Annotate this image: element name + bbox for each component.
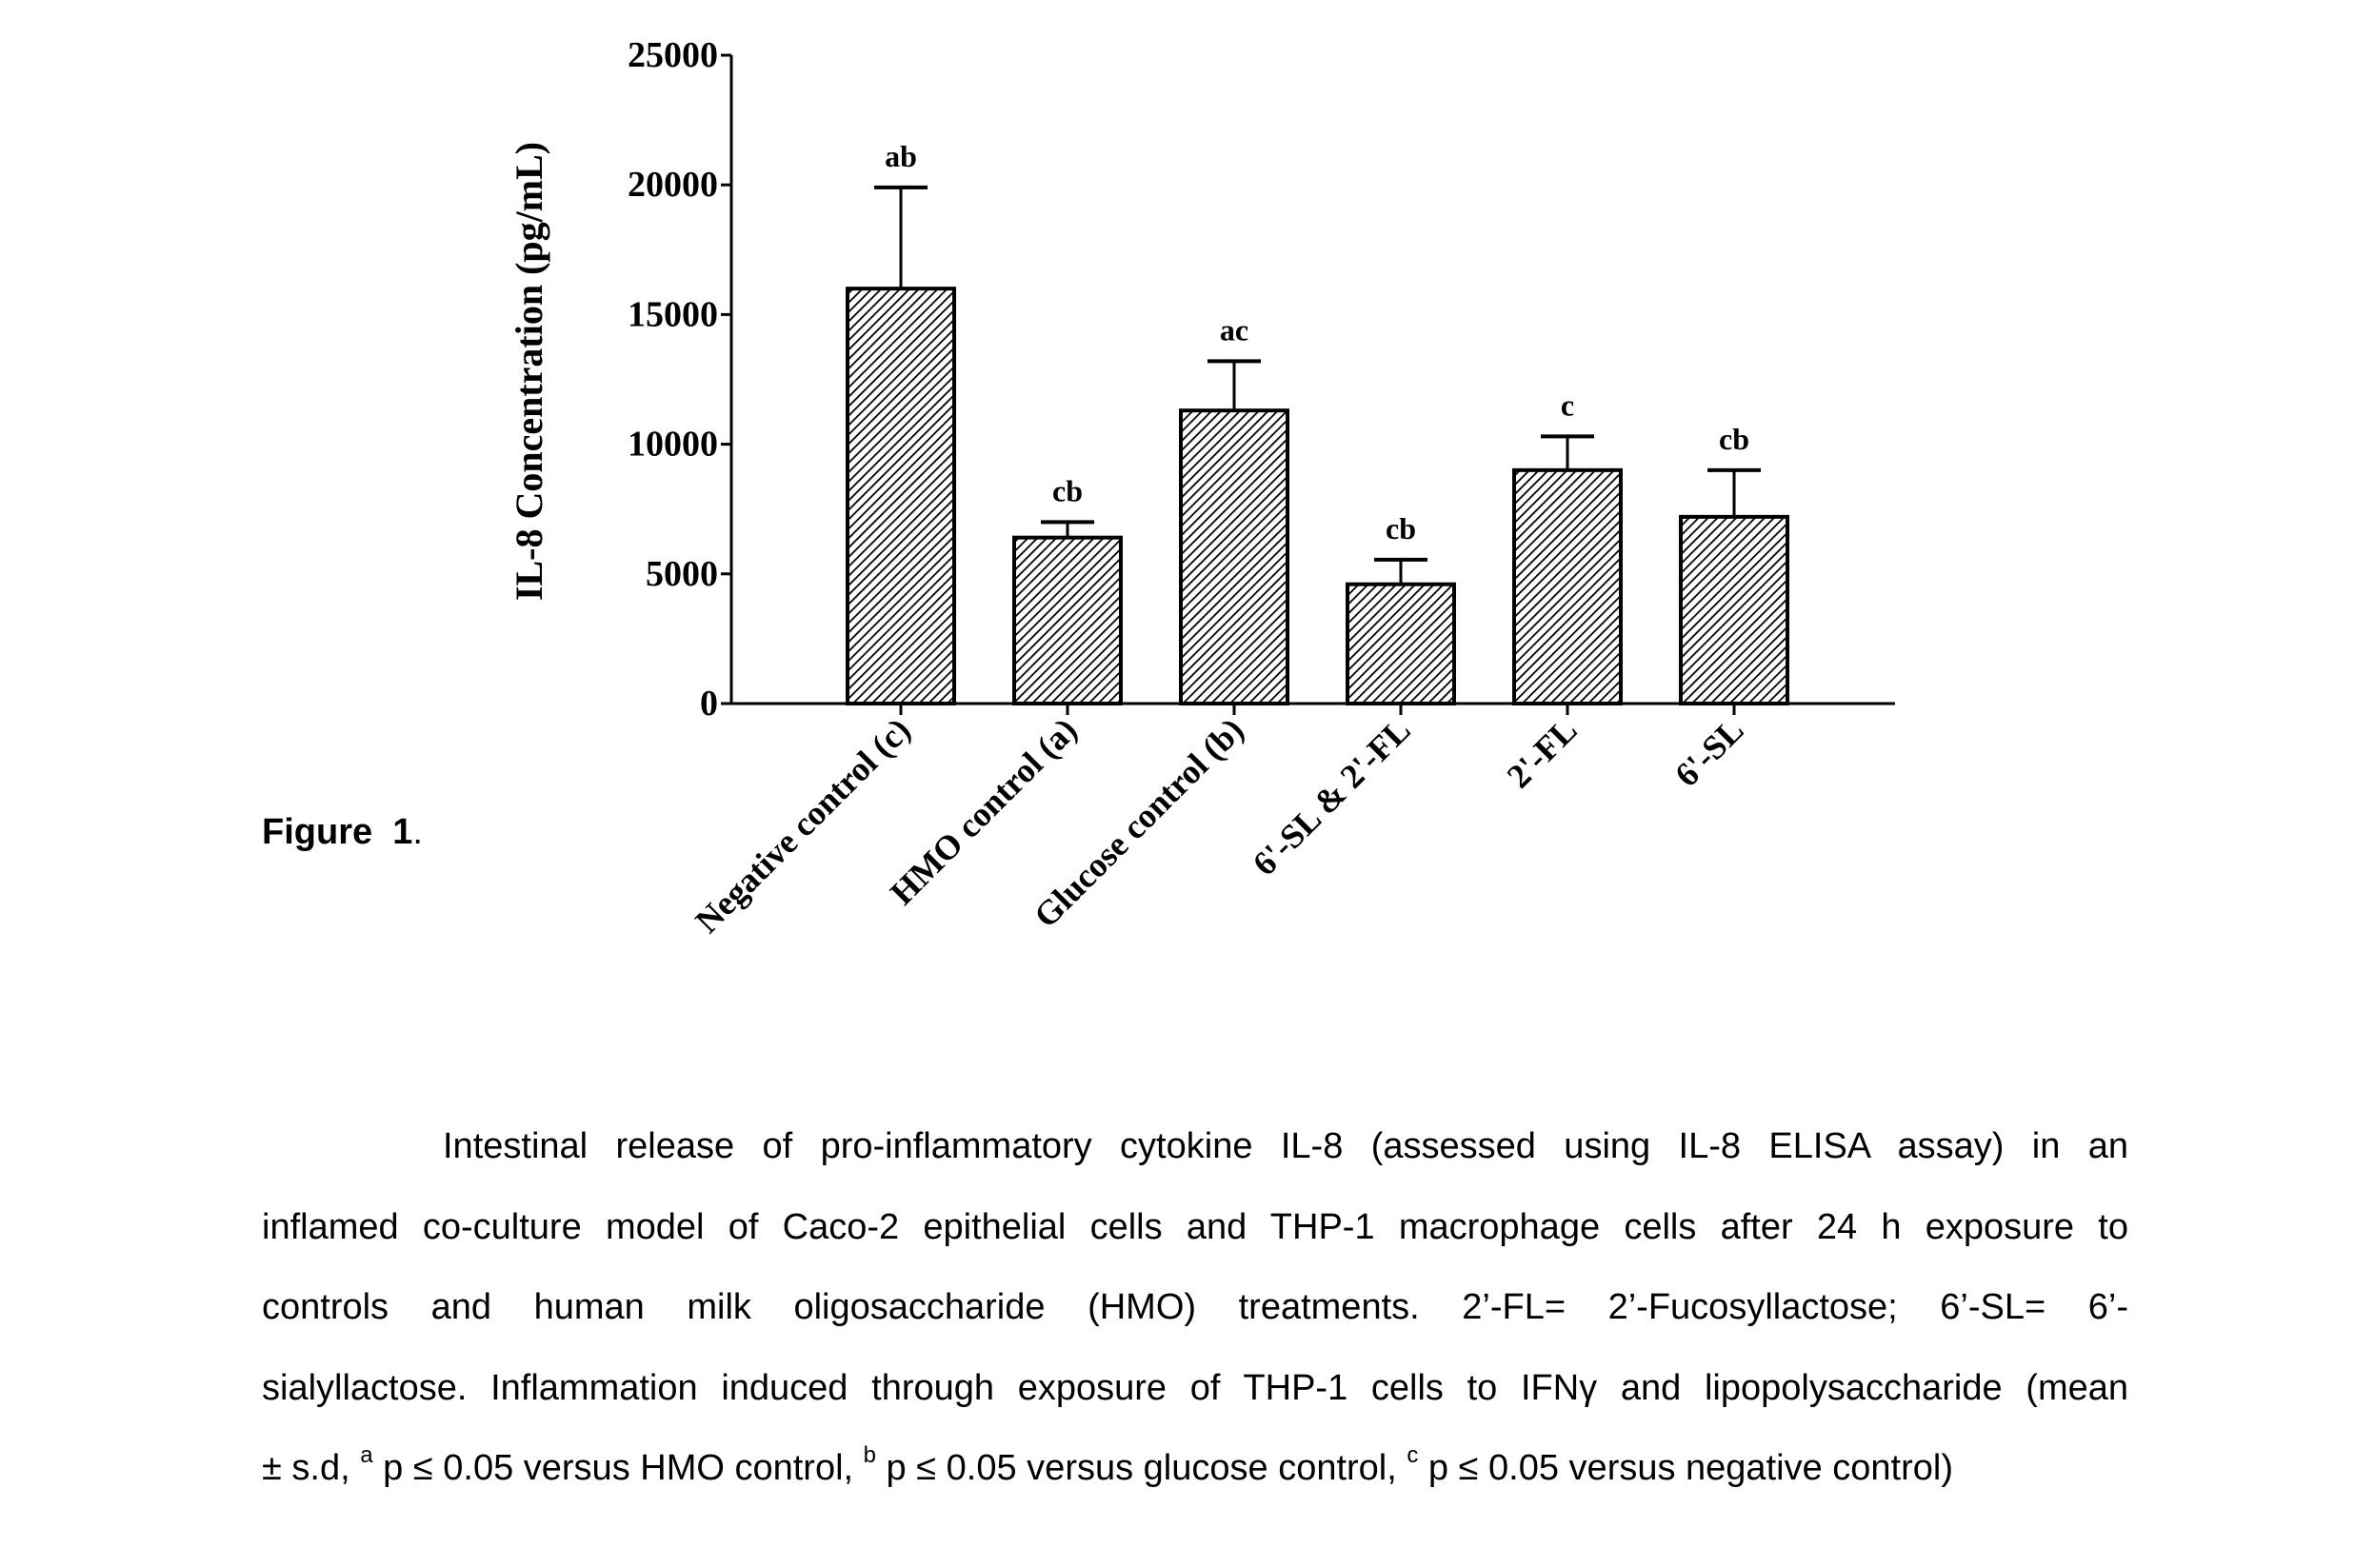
caption-line-1: Intestinal release of pro-inflammatory c… bbox=[443, 1126, 2128, 1166]
bar bbox=[1679, 514, 1789, 706]
bar-annotation: cb bbox=[1719, 422, 1749, 456]
bar bbox=[846, 287, 956, 705]
figure-caption: Intestinal release of pro-inflammatory c… bbox=[262, 1106, 2128, 1509]
superscript-c: c bbox=[1407, 1442, 1419, 1469]
y-axis-label: IL-8 Concentration (pg/mL) bbox=[508, 142, 550, 601]
figure-number: 1 bbox=[392, 812, 413, 852]
superscript-b: b bbox=[863, 1442, 876, 1469]
y-axis-ticks: 0 5000 10000 15000 20000 25000 bbox=[628, 35, 731, 724]
bar-annotation: ab bbox=[885, 139, 917, 173]
bar bbox=[1012, 535, 1123, 705]
figure-label: Figure 1. bbox=[262, 812, 423, 853]
y-tick-label: 15000 bbox=[628, 294, 718, 334]
bar-chart: 0 5000 10000 15000 20000 25000 IL-8 Concentra… bbox=[508, 35, 1895, 941]
x-tick-label: 6'-SL & 2'-FL bbox=[1246, 710, 1418, 883]
caption-line-5-part-c: p ≤ 0.05 versus glucose control, bbox=[876, 1448, 1407, 1488]
caption-line-5-part-a: ± s.d, bbox=[262, 1448, 361, 1488]
figure-label-word: Figure bbox=[262, 812, 373, 852]
bars bbox=[846, 287, 1789, 706]
y-tick-label: 5000 bbox=[646, 554, 718, 594]
error-bars bbox=[874, 185, 1761, 585]
caption-line-5: ± s.d, a p ≤ 0.05 versus HMO control, b … bbox=[262, 1428, 2128, 1509]
x-tick-label: 6'-SL bbox=[1667, 710, 1751, 794]
figure-label-punct: . bbox=[412, 812, 423, 852]
y-tick-label: 10000 bbox=[628, 425, 718, 465]
bar-annotation: cb bbox=[1386, 511, 1416, 546]
bar bbox=[1346, 582, 1456, 705]
x-axis bbox=[731, 702, 1895, 715]
caption-line-3: controls and human milk oligosaccharide … bbox=[262, 1287, 2128, 1327]
x-tick-label: 2'-FL bbox=[1500, 710, 1585, 795]
bar-annotation: ac bbox=[1220, 312, 1248, 347]
x-axis-tick-labels: Negative control (c)HMO control (a)Gluco… bbox=[688, 710, 1750, 940]
bar-annotation: c bbox=[1561, 387, 1574, 422]
y-tick-label: 25000 bbox=[628, 35, 718, 75]
superscript-a: a bbox=[360, 1442, 373, 1469]
caption-line-2: inflamed co-culture model of Caco-2 epit… bbox=[262, 1206, 2128, 1247]
bar bbox=[1512, 467, 1623, 705]
caption-line-5-part-b: p ≤ 0.05 versus HMO control, bbox=[372, 1448, 864, 1488]
y-tick-label: 20000 bbox=[628, 165, 718, 205]
x-tick-label: Negative control (c) bbox=[688, 710, 917, 940]
bar-annotations: ab cb ac cb c cb bbox=[885, 139, 1749, 546]
caption-line-5-part-d: p ≤ 0.05 versus negative control) bbox=[1418, 1448, 1953, 1488]
caption-line-4: sialyllactose. Inflammation induced thro… bbox=[262, 1367, 2128, 1408]
bar-annotation: cb bbox=[1052, 473, 1083, 507]
bar bbox=[1179, 408, 1289, 705]
y-tick-label: 0 bbox=[700, 684, 718, 724]
